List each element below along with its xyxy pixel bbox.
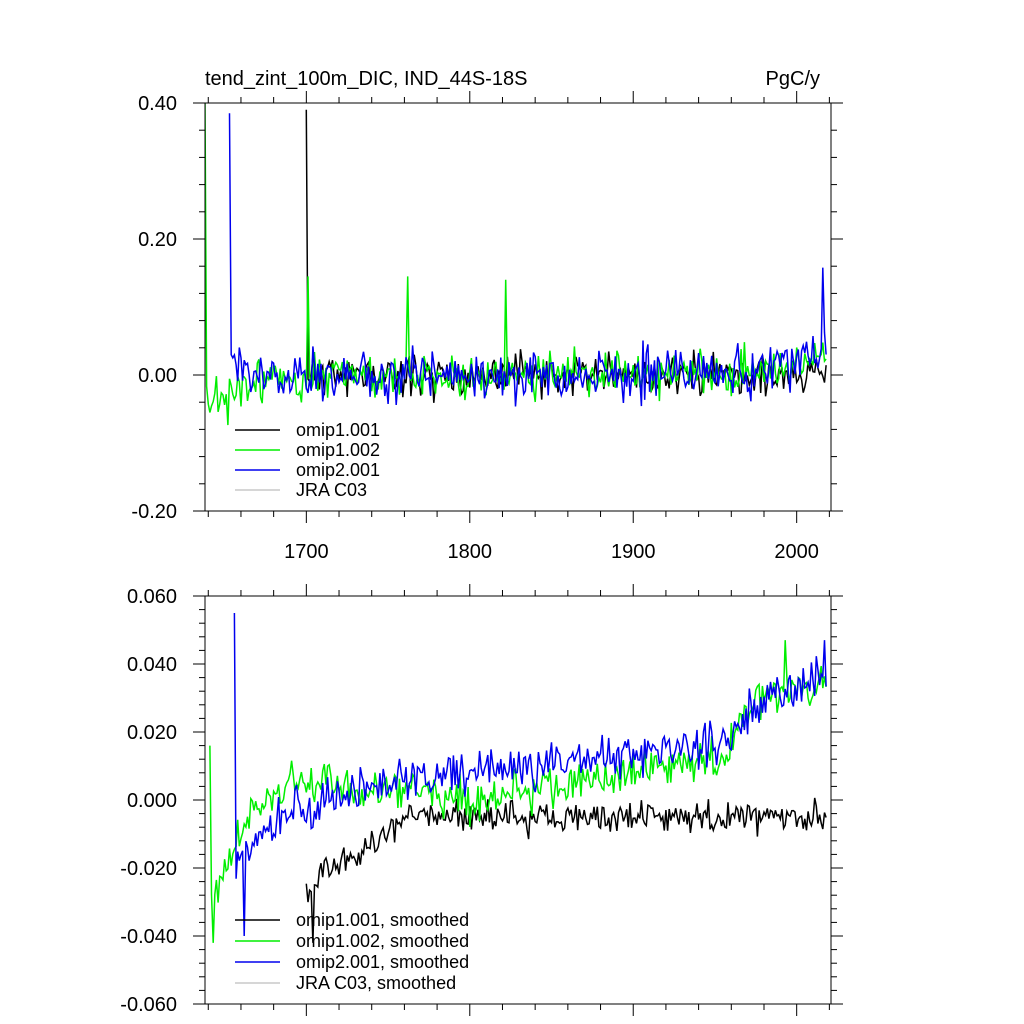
y-tick-label: -0.020 bbox=[120, 858, 177, 880]
legend-label: JRA C03, smoothed bbox=[296, 973, 456, 993]
y-tick-label: 0.040 bbox=[127, 654, 177, 676]
legend-label: omip1.002 bbox=[296, 440, 380, 460]
chart-title: tend_zint_100m_DIC, IND_44S-18S bbox=[205, 68, 527, 90]
bottom-panel: -0.060 -0.040 -0.020 0.000 0.020 0.040 0.060 om… bbox=[120, 584, 843, 1016]
legend-label: omip2.001, smoothed bbox=[296, 952, 469, 972]
x-tick-label: 1700 bbox=[284, 541, 329, 563]
legend-label: omip2.001 bbox=[296, 460, 380, 480]
series-line-omip2-001 bbox=[228, 113, 827, 407]
legend-label: omip1.002, smoothed bbox=[296, 931, 469, 951]
legend-label: JRA C03 bbox=[296, 480, 367, 500]
series-line-omip1-002-smoothed bbox=[209, 640, 827, 943]
y-tick-label: 0.020 bbox=[127, 722, 177, 744]
y-tick-label: 0.000 bbox=[127, 790, 177, 812]
legend-label: omip1.001, smoothed bbox=[296, 910, 469, 930]
series-line-omip2-001-smoothed bbox=[233, 612, 827, 937]
y-tick-label: -0.20 bbox=[131, 501, 177, 523]
y-tick-label: 0.40 bbox=[138, 93, 177, 115]
plot-frame bbox=[204, 102, 832, 512]
y-tick-label: -0.060 bbox=[120, 994, 177, 1016]
x-tick-label: 2000 bbox=[774, 541, 819, 563]
series-group bbox=[209, 612, 827, 943]
x-tick-label: 1800 bbox=[448, 541, 493, 563]
top-panel: 1700 1800 1900 2000 -0.20 0.00 0.20 0.40 omip1.0… bbox=[131, 91, 843, 563]
x-tick-label: 1900 bbox=[611, 541, 656, 563]
y-tick-label: 0.00 bbox=[138, 365, 177, 387]
series-group bbox=[205, 103, 827, 426]
y-tick-label: 0.060 bbox=[127, 586, 177, 608]
series-line-omip1-001 bbox=[305, 109, 827, 403]
legend-label: omip1.001 bbox=[296, 420, 380, 440]
y-tick-label: 0.20 bbox=[138, 229, 177, 251]
series-line-omip1-001-smoothed bbox=[305, 797, 827, 943]
units-label: PgC/y bbox=[766, 68, 820, 90]
y-tick-label: -0.040 bbox=[120, 926, 177, 948]
